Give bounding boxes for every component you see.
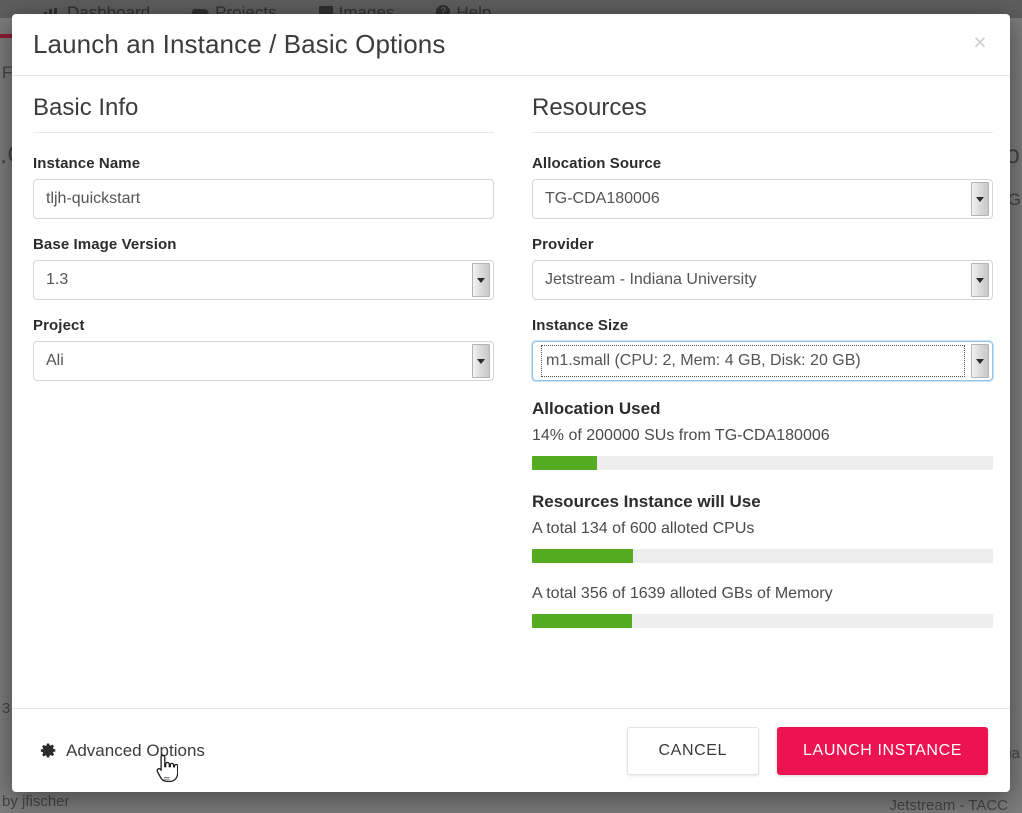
allocation-used-progress-fill <box>532 456 597 470</box>
page-title: Launch an Instance / Basic Options <box>33 29 446 59</box>
chevron-down-icon[interactable] <box>472 344 490 378</box>
allocation-used-heading: Allocation Used <box>532 399 661 418</box>
cpu-usage-text: A total 134 of 600 alloted CPUs <box>532 520 755 537</box>
modal-footer: Advanced Options CANCEL LAUNCH INSTANCE <box>12 708 1010 792</box>
close-icon[interactable]: × <box>966 28 994 56</box>
provider-value: Jetstream - Indiana University <box>545 271 757 288</box>
field-allocation-source: Allocation Source TG-CDA180006 <box>532 155 993 219</box>
backdrop-fragment-right-footer: Jetstream - TACC <box>889 797 1008 813</box>
cpu-usage-progress-fill <box>532 549 634 563</box>
label-allocation-source: Allocation Source <box>532 155 662 172</box>
launch-instance-modal: Launch an Instance / Basic Options × Bas… <box>12 14 1010 792</box>
provider-select[interactable]: Jetstream - Indiana University <box>532 260 993 300</box>
chevron-down-icon[interactable] <box>971 182 989 216</box>
footer-actions: CANCEL LAUNCH INSTANCE <box>626 726 988 775</box>
label-project: Project <box>33 317 85 334</box>
chevron-down-icon[interactable] <box>971 344 989 378</box>
advanced-options-label: Advanced Options <box>66 740 205 760</box>
memory-usage-progress <box>532 614 993 628</box>
backdrop-fragment-left-count: 3 <box>2 700 11 717</box>
allocation-used-progress <box>532 456 993 470</box>
allocation-used-text: 14% of 200000 SUs from TG-CDA180006 <box>532 427 830 444</box>
instance-size-select[interactable]: m1.small (CPU: 2, Mem: 4 GB, Disk: 20 GB… <box>532 341 993 381</box>
chevron-down-icon[interactable] <box>472 263 490 297</box>
backdrop-fragment-left-top: F <box>2 63 13 82</box>
label-base-image-version: Base Image Version <box>33 236 177 253</box>
resources-column: Resources Allocation Source TG-CDA180006… <box>532 94 993 708</box>
cancel-button[interactable]: CANCEL <box>626 726 760 775</box>
project-value: Ali <box>46 352 64 369</box>
base-image-version-select[interactable]: 1.3 <box>33 260 494 300</box>
memory-usage-progress-fill <box>532 614 633 628</box>
advanced-options-link[interactable]: Advanced Options <box>40 741 205 761</box>
allocation-source-select[interactable]: TG-CDA180006 <box>532 179 993 219</box>
launch-instance-button[interactable]: LAUNCH INSTANCE <box>777 726 988 775</box>
base-image-version-value: 1.3 <box>46 271 69 288</box>
field-project: Project Ali <box>33 317 494 381</box>
field-instance-name: Instance Name <box>33 155 494 219</box>
backdrop-fragment-author: by jfischer <box>2 793 70 810</box>
instance-size-value: m1.small (CPU: 2, Mem: 4 GB, Disk: 20 GB… <box>541 345 965 377</box>
instance-usage-heading: Resources Instance will Use <box>532 492 761 511</box>
accent-bar <box>0 34 14 38</box>
modal-body: Basic Info Instance Name Base Image Vers… <box>12 76 1010 708</box>
instance-name-input[interactable] <box>33 179 494 219</box>
chevron-down-icon[interactable] <box>971 263 989 297</box>
field-provider: Provider Jetstream - Indiana University <box>532 236 993 300</box>
project-select[interactable]: Ali <box>33 341 494 381</box>
label-instance-size: Instance Size <box>532 317 629 334</box>
field-base-image-version: Base Image Version 1.3 <box>33 236 494 300</box>
allocation-used-block: Allocation Used 14% of 200000 SUs from T… <box>532 399 993 470</box>
field-instance-size: Instance Size m1.small (CPU: 2, Mem: 4 G… <box>532 317 993 381</box>
instance-usage-block: Resources Instance will Use A total 134 … <box>532 492 993 628</box>
allocation-source-value: TG-CDA180006 <box>545 190 660 207</box>
section-title-basic-info: Basic Info <box>33 94 494 133</box>
section-title-resources: Resources <box>532 94 993 133</box>
label-instance-name: Instance Name <box>33 155 141 172</box>
cpu-usage-progress <box>532 549 993 563</box>
basic-info-column: Basic Info Instance Name Base Image Vers… <box>33 94 494 708</box>
modal-header: Launch an Instance / Basic Options × <box>12 14 1010 76</box>
label-provider: Provider <box>532 236 594 253</box>
gear-icon <box>40 742 57 759</box>
memory-usage-text: A total 356 of 1639 alloted GBs of Memor… <box>532 585 833 602</box>
